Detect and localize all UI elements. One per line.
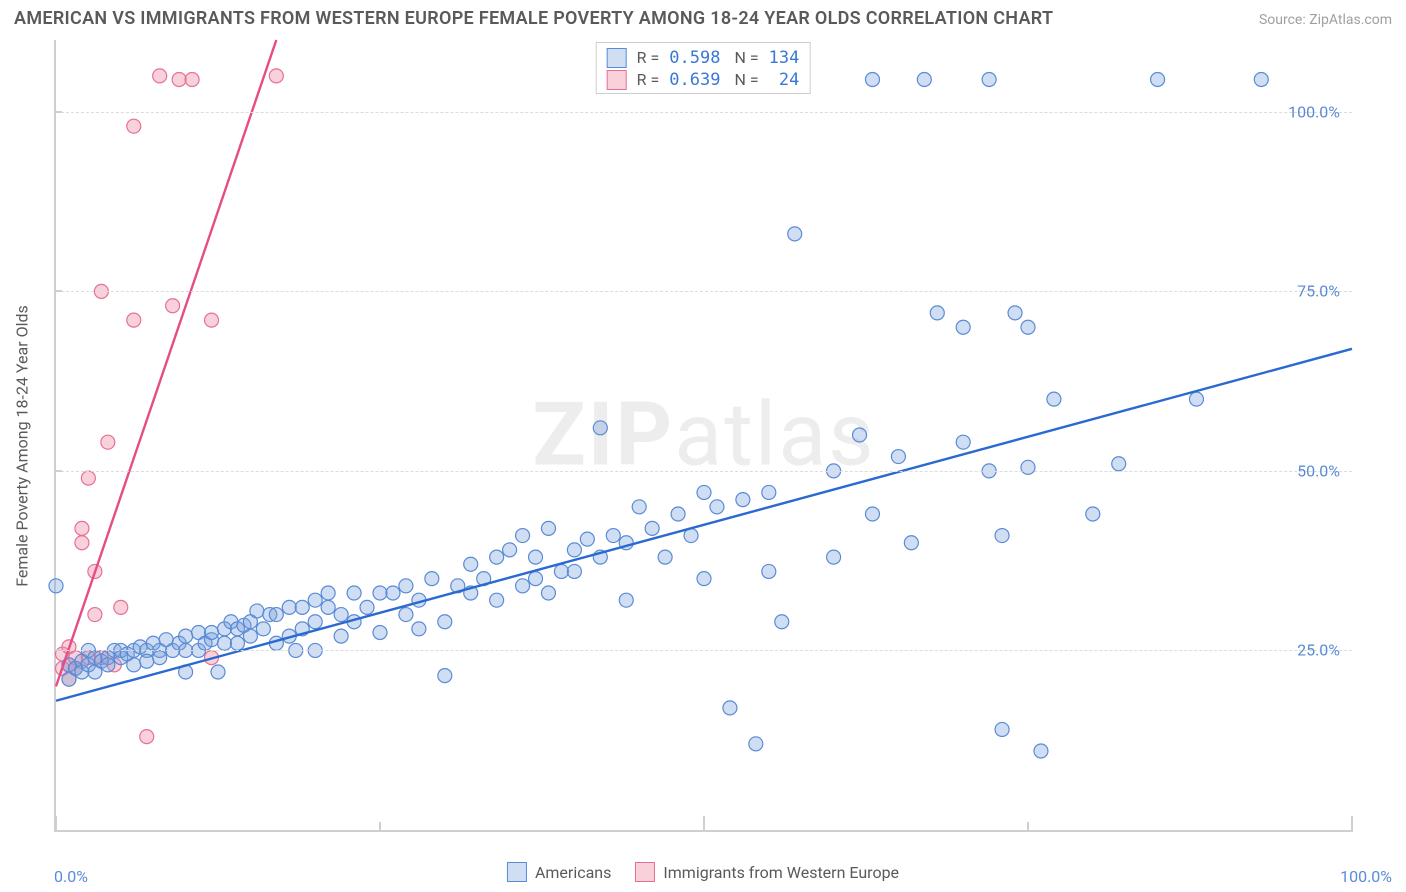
legend-item-americans: Americans [507,862,611,882]
y-tick-label: 50.0% [1297,461,1340,480]
legend-label-immigrants: Immigrants from Western Europe [663,863,899,882]
chart-canvas [56,40,1352,830]
swatch-americans [607,48,627,68]
swatch-americans-icon [507,862,527,882]
x-axis-label-left: 0.0% [54,867,88,886]
x-axis-label-right: 100.0% [1340,867,1392,886]
y-tick-label: 75.0% [1297,282,1340,301]
y-axis-title: Female Poverty Among 18-24 Year Olds [13,305,32,587]
correlation-legend: R =0.598 N =134 R =0.639 N = 24 [596,42,811,94]
swatch-immigrants [607,70,627,90]
legend-label-americans: Americans [535,863,611,882]
legend-row-immigrants: R =0.639 N = 24 [607,69,800,91]
legend-item-immigrants: Immigrants from Western Europe [635,862,899,882]
swatch-immigrants-icon [635,862,655,882]
y-tick-label: 25.0% [1297,641,1340,660]
chart-title: AMERICAN VS IMMIGRANTS FROM WESTERN EURO… [14,8,1053,29]
source-label: Source: ZipAtlas.com [1259,12,1392,28]
series-legend: Americans Immigrants from Western Europe [507,862,899,882]
y-tick-label: 100.0% [1288,102,1340,121]
scatter-plot: ZIPatlas 25.0%50.0%75.0%100.0% [54,40,1352,832]
legend-row-americans: R =0.598 N =134 [607,47,800,69]
